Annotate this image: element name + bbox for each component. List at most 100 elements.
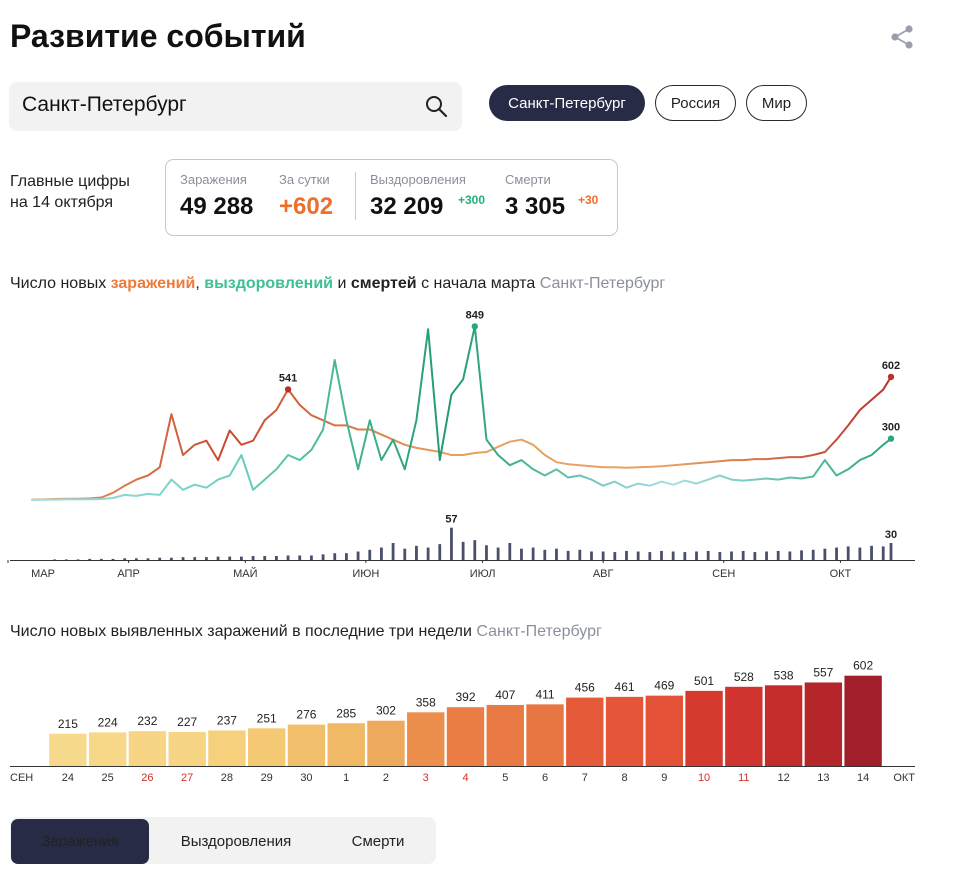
death-bar bbox=[321, 554, 325, 560]
pill-bg[interactable] bbox=[655, 85, 736, 121]
title-part: Число новых bbox=[10, 275, 106, 292]
x-tick-label: 13 bbox=[817, 772, 829, 784]
title-part: с начала марта bbox=[421, 275, 535, 292]
bar-value-label: 528 bbox=[734, 670, 754, 684]
bar-value-label: 407 bbox=[495, 688, 515, 702]
point-marker bbox=[887, 373, 895, 381]
chart-subtitle: Санкт-Петербург bbox=[476, 623, 602, 640]
pill-bg[interactable] bbox=[746, 85, 807, 121]
death-bar bbox=[800, 550, 803, 560]
period-label: СЕН bbox=[10, 772, 33, 784]
x-tick-label: 7 bbox=[582, 772, 588, 784]
death-bar bbox=[870, 545, 873, 560]
death-bar bbox=[263, 556, 267, 560]
death-bar bbox=[169, 557, 173, 560]
search-icon bbox=[426, 96, 442, 112]
bar bbox=[645, 695, 683, 766]
bar bbox=[327, 723, 365, 766]
bar-value-label: 411 bbox=[535, 687, 554, 701]
bar bbox=[128, 731, 167, 766]
data-label: 602 bbox=[882, 360, 900, 372]
death-bar bbox=[858, 547, 862, 560]
death-bar bbox=[671, 551, 675, 560]
stat-value: 49 288 bbox=[180, 193, 253, 220]
chart-title: Число новых заражений, выздоровлений и с… bbox=[10, 275, 665, 292]
x-tick-label: 10 bbox=[698, 772, 710, 784]
search-box[interactable]: Санкт-Петербург bbox=[9, 82, 462, 131]
bar bbox=[804, 682, 843, 766]
death-bar bbox=[298, 555, 302, 560]
death-bar bbox=[275, 556, 278, 560]
bar bbox=[168, 731, 206, 766]
death-bar bbox=[391, 543, 395, 560]
death-bar bbox=[158, 557, 162, 560]
summary-title: Главные цифры bbox=[10, 173, 130, 190]
x-tick-label: 28 bbox=[221, 772, 233, 784]
bar bbox=[248, 728, 286, 766]
bar-value-label: 302 bbox=[376, 704, 396, 718]
death-bar bbox=[590, 551, 593, 560]
death-bar bbox=[889, 543, 893, 560]
series-line bbox=[31, 376, 892, 501]
bar-value-label: 215 bbox=[58, 717, 78, 731]
bar-value-label: 276 bbox=[296, 708, 316, 722]
bar-value-label: 501 bbox=[694, 674, 714, 688]
death-bar bbox=[450, 527, 453, 560]
tab-label[interactable]: Смерти bbox=[352, 833, 405, 850]
death-bar bbox=[356, 551, 360, 560]
region-pill[interactable]: Мир bbox=[746, 85, 807, 121]
point-marker bbox=[284, 386, 292, 393]
pill-bg[interactable] bbox=[489, 85, 645, 121]
death-bar bbox=[753, 552, 757, 560]
x-tick-label: 25 bbox=[102, 772, 114, 784]
region-pill[interactable]: Россия bbox=[655, 85, 736, 121]
x-tick-label: 9 bbox=[661, 772, 667, 784]
x-tick-label: 12 bbox=[777, 772, 789, 784]
search-icon bbox=[437, 107, 448, 118]
x-tick-label: 1 bbox=[343, 772, 349, 784]
death-bar bbox=[461, 541, 465, 560]
period-label: ОКТ bbox=[893, 772, 915, 784]
death-bar bbox=[543, 549, 547, 560]
death-bar bbox=[146, 558, 150, 560]
bar bbox=[367, 720, 405, 766]
death-bar bbox=[625, 550, 628, 560]
death-bar bbox=[496, 547, 500, 560]
tab-bg[interactable] bbox=[11, 819, 149, 864]
death-bar bbox=[239, 556, 243, 560]
bar bbox=[88, 732, 127, 766]
tab-label[interactable]: Заражения bbox=[41, 833, 118, 850]
title-part: заражений bbox=[111, 275, 196, 292]
x-tick-label: 14 bbox=[857, 772, 869, 784]
data-label: 300 bbox=[882, 422, 900, 434]
death-bar bbox=[426, 547, 430, 560]
death-bar bbox=[228, 556, 232, 560]
death-bar bbox=[578, 549, 582, 560]
bar bbox=[685, 690, 723, 766]
death-bar bbox=[345, 553, 348, 560]
search-field[interactable] bbox=[9, 82, 462, 131]
death-bar bbox=[695, 551, 698, 560]
data-label: 541 bbox=[279, 372, 297, 384]
death-bar bbox=[520, 548, 523, 560]
search-value: Санкт-Петербург bbox=[22, 93, 187, 116]
title-part: и bbox=[337, 275, 346, 292]
death-bar bbox=[788, 551, 792, 560]
death-bar bbox=[193, 557, 197, 560]
title-part: смертей bbox=[351, 275, 417, 292]
data-label: 57 bbox=[445, 514, 457, 526]
region-pill[interactable]: Санкт-Петербург bbox=[489, 85, 645, 121]
share-icon-dot bbox=[891, 33, 899, 41]
death-bar bbox=[835, 547, 838, 560]
bar bbox=[764, 685, 803, 766]
death-bar bbox=[555, 548, 558, 560]
share-button[interactable] bbox=[891, 25, 913, 49]
stat-delta: +300 bbox=[458, 193, 485, 207]
death-bar bbox=[846, 546, 850, 560]
bar-value-label: 602 bbox=[853, 659, 873, 673]
death-bar bbox=[251, 556, 255, 560]
title-part: , bbox=[195, 275, 199, 292]
x-tick-label: СЕН bbox=[712, 568, 735, 580]
tab-label[interactable]: Выздоровления bbox=[181, 833, 292, 850]
